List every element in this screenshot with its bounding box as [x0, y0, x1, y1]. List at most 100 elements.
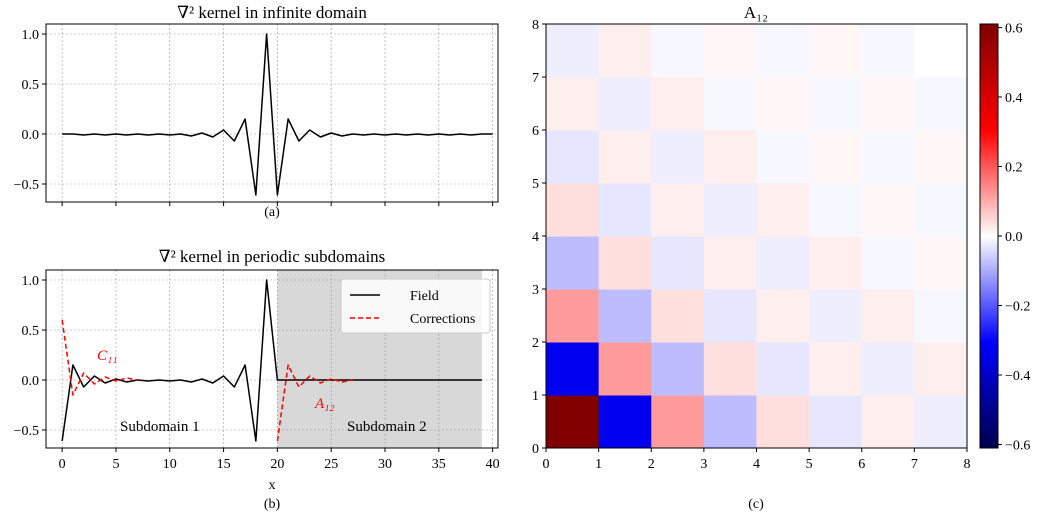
- panel-a-grid: [46, 24, 498, 202]
- panel-c-caption: (c): [748, 497, 764, 512]
- x-tick-label: 5: [112, 457, 119, 472]
- panel-b-xlabel: x: [269, 478, 276, 493]
- series-line: [276, 364, 353, 442]
- heatmap-cell: [546, 342, 600, 396]
- heatmap-cell: [809, 130, 863, 184]
- panel-c: A₁₂ 0 1 2 3 4 5 6 7 8 0 1 2 3 4 5 6 7 8 (c) 0.6 0.4 0.2 0.0 −…: [532, 3, 1030, 512]
- heatmap-cell: [703, 342, 757, 396]
- heatmap-cell: [861, 130, 915, 184]
- heatmap-cell: [809, 289, 863, 343]
- heatmap-cell: [703, 77, 757, 131]
- heatmap-cell: [651, 289, 705, 343]
- x-tick-label: 35: [432, 457, 446, 472]
- heatmap-cell: [861, 289, 915, 343]
- heatmap-cell: [756, 395, 810, 449]
- heatmap-cell: [861, 77, 915, 131]
- heatmap-cell: [703, 24, 757, 78]
- y-tick-label: −0.5: [14, 424, 39, 439]
- y-tick-label: 3: [532, 283, 539, 298]
- heatmap-cell: [756, 130, 810, 184]
- heatmap-cell: [598, 183, 652, 237]
- heatmap-cell: [914, 395, 968, 449]
- colorbar-ticks: 0.6 0.4 0.2 0.0 −0.2 −0.4 −0.6: [998, 21, 1030, 454]
- heatmap-cell: [703, 130, 757, 184]
- legend-corrections-label: Corrections: [410, 312, 475, 327]
- series-field: [61, 279, 482, 442]
- x-tick-label: 0: [59, 457, 66, 472]
- heatmap-cell: [651, 342, 705, 396]
- heatmap-cell: [809, 236, 863, 290]
- heatmap-cell: [598, 289, 652, 343]
- panel-a-frame: [45, 23, 499, 203]
- y-tick-label: 0.5: [22, 78, 40, 93]
- y-tick-label: 7: [532, 71, 539, 86]
- y-tick-label: 1.0: [22, 28, 40, 43]
- x-tick-label: 3: [700, 457, 707, 472]
- heatmap-cell: [598, 24, 652, 78]
- heatmap-cell: [546, 289, 600, 343]
- heatmap-cell: [756, 24, 810, 78]
- heatmap-cell: [598, 77, 652, 131]
- panel-a: ∇² kernel in infinite domain 1.0 0.5 0.0 −0…: [14, 3, 499, 220]
- subdomain-1-label: Subdomain 1: [120, 419, 200, 435]
- heatmap-cell: [809, 395, 863, 449]
- x-tick-label: 30: [378, 457, 392, 472]
- heatmap-cell: [914, 289, 968, 343]
- y-tick-label: 5: [532, 177, 539, 192]
- colorbar-tick-label: 0.4: [1005, 91, 1023, 106]
- panel-a-title: ∇² kernel in infinite domain: [177, 3, 367, 22]
- heatmap-cell: [756, 183, 810, 237]
- heatmap-cell: [756, 342, 810, 396]
- heatmap-cell: [546, 395, 600, 449]
- y-tick-label: 2: [532, 336, 539, 351]
- panel-b-ticks: 0 5 10 15 20 25 30 35 40 1.0 0.5 0.0 −0.5: [14, 274, 500, 472]
- heatmap-cell: [756, 77, 810, 131]
- heatmap-cell: [914, 24, 968, 78]
- heatmap-cell: [546, 24, 600, 78]
- heatmap-cell: [914, 130, 968, 184]
- heatmap-cell: [651, 130, 705, 184]
- y-tick-label: 0.0: [22, 128, 40, 143]
- heatmap-cell: [598, 130, 652, 184]
- colorbar-tick-label: −0.4: [1005, 369, 1030, 384]
- heatmap-cell: [546, 183, 600, 237]
- heatmap-cell: [914, 183, 968, 237]
- panel-a-lines: [62, 33, 493, 196]
- heatmap-cell: [809, 342, 863, 396]
- x-tick-label: 7: [911, 457, 918, 472]
- heatmap-cell: [703, 395, 757, 449]
- x-tick-label: 4: [753, 457, 760, 472]
- x-tick-label: 25: [324, 457, 338, 472]
- colorbar-tick-label: −0.2: [1005, 300, 1030, 315]
- heatmap-cell: [809, 24, 863, 78]
- x-tick-label: 40: [486, 457, 500, 472]
- heatmap-cell: [861, 183, 915, 237]
- x-tick-label: 6: [858, 457, 865, 472]
- heatmap-cell: [546, 236, 600, 290]
- y-tick-label: 1.0: [22, 274, 40, 289]
- y-tick-label: 0: [532, 442, 539, 457]
- series-line: [62, 33, 493, 196]
- heatmap-cell: [703, 183, 757, 237]
- heatmap-cell: [914, 77, 968, 131]
- x-tick-label: 20: [270, 457, 284, 472]
- panel-c-title: A₁₂: [744, 3, 768, 22]
- heatmap-cell: [703, 236, 757, 290]
- heatmap-cell: [598, 395, 652, 449]
- x-tick-label: 0: [543, 457, 550, 472]
- x-tick-label: 1: [595, 457, 602, 472]
- heatmap-cell: [861, 24, 915, 78]
- panel-b-title: ∇² kernel in periodic subdomains: [159, 247, 386, 266]
- annotation-c11: C₁₁: [97, 348, 117, 364]
- subdomain-2-label: Subdomain 2: [347, 419, 427, 435]
- heatmap-cell: [651, 395, 705, 449]
- heatmap-cell: [703, 289, 757, 343]
- heatmap-cell: [914, 342, 968, 396]
- heatmap-cell: [651, 183, 705, 237]
- panel-c-ticks: 0 1 2 3 4 5 6 7 8 0 1 2 3 4 5 6 7 8: [532, 18, 971, 472]
- y-tick-label: 8: [532, 18, 539, 33]
- annotation-a12: A₁₂: [314, 396, 335, 412]
- x-tick-label: 15: [217, 457, 231, 472]
- heatmap-cell: [598, 342, 652, 396]
